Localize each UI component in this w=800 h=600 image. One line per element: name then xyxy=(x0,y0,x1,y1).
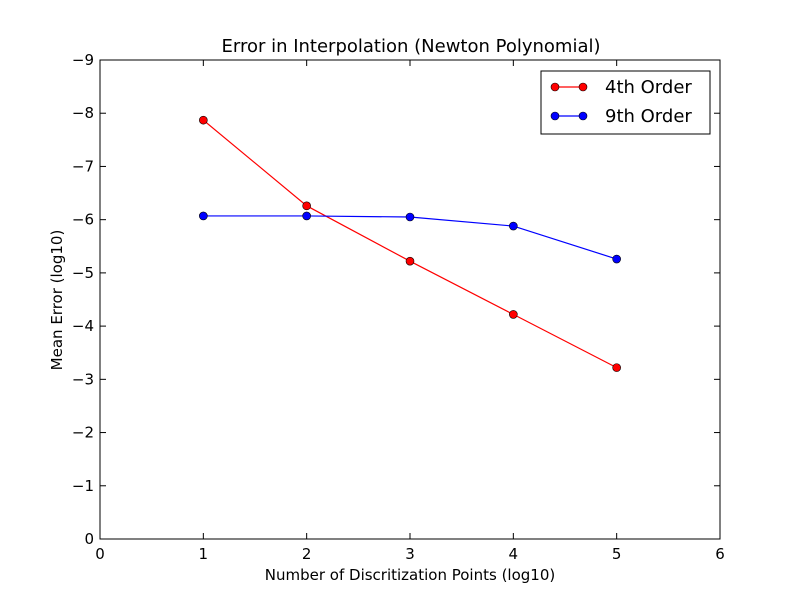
legend-box xyxy=(540,70,711,135)
y-tick-label: −4 xyxy=(72,317,94,335)
x-tick-label: 0 xyxy=(95,545,105,563)
data-point xyxy=(405,256,415,266)
legend-marker xyxy=(550,111,560,121)
y-tick-label: −6 xyxy=(72,211,94,229)
y-tick-label: −3 xyxy=(72,370,94,388)
x-tick-label: 2 xyxy=(302,545,312,563)
data-point xyxy=(612,254,621,264)
legend-marker xyxy=(550,82,560,92)
series-line xyxy=(203,215,617,260)
y-tick-label: −9 xyxy=(72,51,94,69)
x-tick-label: 4 xyxy=(509,545,519,563)
x-axis-title: Number of Discritization Points (log10) xyxy=(265,566,555,584)
y-tick-label: −7 xyxy=(72,157,94,175)
legend: 4th Order 9th Order xyxy=(540,70,711,135)
series-1 xyxy=(199,115,621,372)
data-point xyxy=(509,310,518,319)
y-tick-label: 0 xyxy=(84,530,94,548)
y-tick-label: −2 xyxy=(72,424,94,442)
legend-label: 4th Order xyxy=(605,77,692,98)
y-tick-label: −5 xyxy=(72,264,94,282)
legend-marker xyxy=(578,111,588,121)
data-point xyxy=(302,201,311,211)
series-line xyxy=(202,119,617,369)
y-tick-label: −8 xyxy=(72,104,94,122)
x-tick-label: 6 xyxy=(715,545,725,563)
y-tick-label: −1 xyxy=(72,477,94,495)
plot-area: 0 1 2 3 4 5 6 −9 −8 −7 −6 −5 −4 −3 −2 −1 0 xyxy=(72,51,725,563)
y-axis-title: Mean Error (log10) xyxy=(48,230,66,371)
data-point xyxy=(509,221,518,231)
data-point xyxy=(302,211,311,221)
data-point xyxy=(612,363,621,372)
x-tick-label: 5 xyxy=(612,545,622,563)
data-point xyxy=(199,115,208,125)
legend-label: 9th Order xyxy=(605,106,692,127)
chart-title: Error in Interpolation (Newton Polynomia… xyxy=(221,36,600,57)
x-tick-label: 1 xyxy=(199,545,209,563)
series-2 xyxy=(199,211,621,264)
data-point xyxy=(405,212,415,222)
x-tick-label: 3 xyxy=(405,545,415,563)
data-point xyxy=(199,211,208,221)
legend-marker xyxy=(578,82,588,92)
